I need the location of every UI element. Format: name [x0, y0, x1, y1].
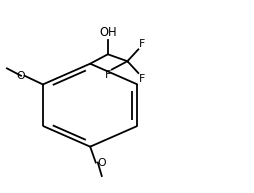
- Text: O: O: [97, 157, 106, 168]
- Text: OH: OH: [99, 26, 117, 39]
- Text: F: F: [105, 70, 111, 80]
- Text: F: F: [139, 74, 146, 84]
- Text: O: O: [16, 71, 25, 81]
- Text: F: F: [139, 39, 146, 49]
